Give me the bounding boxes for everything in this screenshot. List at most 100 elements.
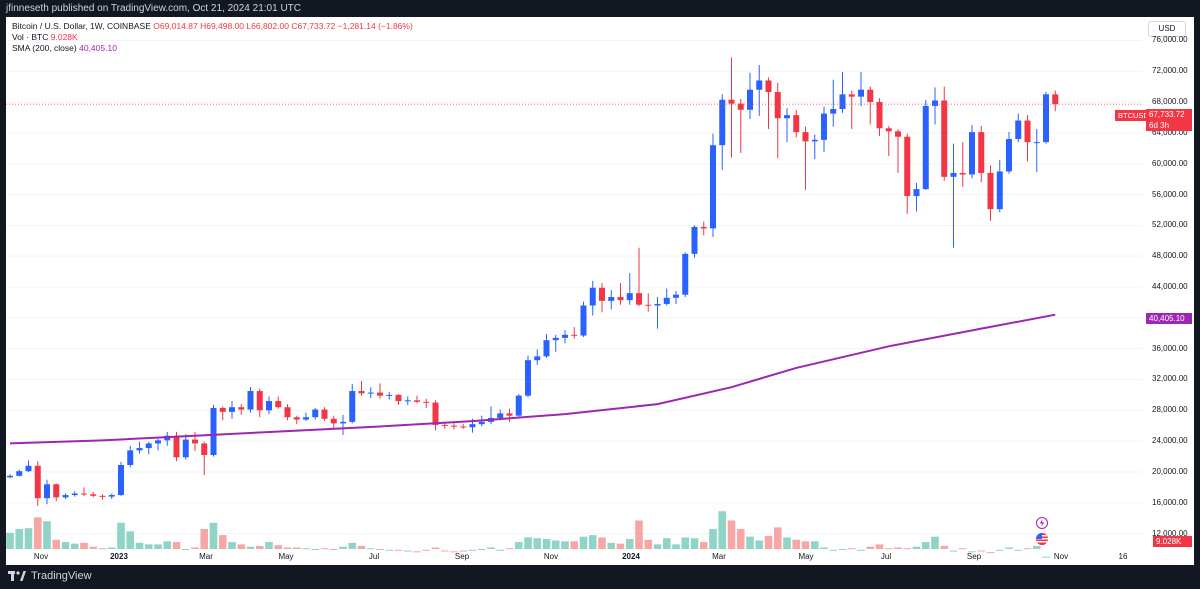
volume-bar [80, 542, 88, 549]
volume-bar [764, 535, 773, 549]
candle [62, 493, 69, 499]
volume-bar [163, 541, 172, 549]
candle-body [617, 297, 624, 301]
volume-bar [357, 545, 366, 549]
candle-body [571, 334, 578, 336]
candle-body [719, 99, 726, 146]
volume-bar [866, 546, 875, 549]
candle-body [136, 448, 143, 451]
volume-bar [838, 549, 847, 550]
candle-body [404, 400, 411, 402]
volume-bar [755, 540, 764, 549]
candle [34, 461, 41, 506]
volume-bar [542, 538, 551, 549]
volume-bar [61, 542, 70, 549]
lightning-icon[interactable] [1036, 517, 1048, 529]
price-chart[interactable] [6, 17, 1194, 565]
candle [599, 283, 605, 313]
candle-body [312, 409, 319, 418]
candle [673, 290, 679, 304]
volume-bar [958, 548, 967, 550]
volume-bar [200, 528, 209, 549]
volume-bar [24, 528, 33, 549]
volume-bar [1005, 547, 1013, 549]
candle [978, 125, 985, 183]
volume-bar [413, 551, 421, 553]
candle-body [25, 465, 32, 472]
grid-lines [6, 39, 1142, 535]
volume-bar [727, 520, 736, 549]
volume-bar [228, 542, 236, 549]
volume-bar [940, 545, 949, 549]
volume-bar [579, 536, 588, 549]
candle [210, 404, 217, 457]
price-tick-label: 28,000.00 [1152, 405, 1188, 415]
candle-body [34, 465, 41, 499]
candle [719, 94, 726, 170]
sma-legend[interactable]: SMA (200, close) 40,405.10 [12, 43, 117, 54]
chart-frame[interactable]: Bitcoin / U.S. Dollar, 1W, COINBASE O69,… [6, 17, 1194, 565]
candle [617, 283, 624, 305]
time-tick-label: Jul [880, 552, 892, 561]
volume-bar [588, 535, 597, 549]
volume-bar [218, 535, 227, 549]
candle-body [349, 391, 356, 422]
volume-bar [598, 537, 606, 549]
volume-bar [237, 544, 246, 549]
currency-button[interactable]: USD [1148, 21, 1186, 37]
volume-legend[interactable]: Vol · BTC 9.028K [12, 32, 78, 43]
sma-line [9, 313, 1056, 445]
candle [7, 474, 13, 479]
candle [811, 134, 818, 160]
candle-body [867, 89, 874, 103]
candle-body [691, 226, 698, 254]
candle-body [414, 400, 420, 402]
tradingview-logo[interactable]: TradingView [8, 570, 92, 582]
price-tick-label: 60,000.00 [1152, 158, 1188, 168]
volume-bar [459, 550, 468, 552]
candle [589, 280, 596, 316]
volume-bar [496, 549, 505, 551]
candle [358, 381, 365, 396]
volume-bar [320, 548, 329, 550]
candle [959, 142, 966, 187]
candle [395, 394, 402, 405]
time-tick-label: Mar [712, 552, 726, 561]
symbol-legend[interactable]: Bitcoin / U.S. Dollar, 1W, COINBASE O69,… [12, 21, 413, 32]
candle-body [53, 484, 60, 498]
us-flag-icon[interactable] [1036, 533, 1048, 545]
volume-bar [820, 547, 828, 549]
candle-body [543, 340, 550, 357]
candle [275, 396, 282, 409]
candle-body [663, 297, 670, 304]
candle-body [839, 94, 846, 109]
candle-body [358, 391, 365, 394]
candle [802, 126, 809, 190]
volume-bar [773, 527, 782, 549]
candle-body [303, 417, 309, 420]
candle-body [145, 443, 152, 449]
candle-body [293, 417, 300, 420]
candle [562, 330, 568, 344]
candle-body [756, 80, 763, 90]
candle [858, 72, 864, 106]
volume-bar [810, 541, 819, 549]
candle-body [330, 418, 337, 424]
candle-body [858, 89, 864, 97]
candle-body [580, 305, 587, 336]
candle-body [247, 391, 254, 410]
volume-bar [117, 522, 125, 549]
candle-body [108, 495, 115, 497]
price-tick-label: 32,000.00 [1152, 374, 1188, 384]
time-tick-label: May [278, 552, 294, 561]
candle-body [118, 465, 124, 496]
candle-body [497, 413, 504, 418]
volume-bar [514, 542, 523, 549]
candle-body [673, 294, 679, 298]
candle-body [229, 407, 235, 412]
sma-price-tag: 40,405.10 [1146, 313, 1192, 324]
candlesticks [7, 57, 1059, 506]
volume-bar [126, 531, 135, 549]
time-tick-label: 2023 [110, 552, 128, 561]
candle [913, 182, 920, 212]
